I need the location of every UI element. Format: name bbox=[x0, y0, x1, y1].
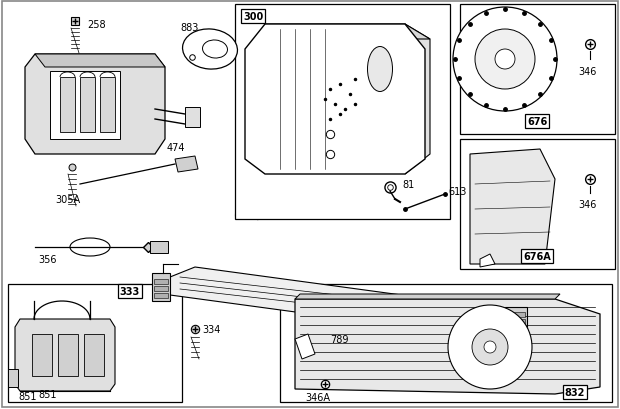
Circle shape bbox=[448, 305, 532, 389]
Ellipse shape bbox=[182, 30, 237, 70]
Ellipse shape bbox=[70, 238, 110, 256]
Polygon shape bbox=[185, 108, 200, 128]
Bar bbox=[507, 312, 525, 317]
Polygon shape bbox=[265, 25, 430, 40]
Text: 474: 474 bbox=[167, 143, 185, 153]
Circle shape bbox=[495, 50, 515, 70]
Text: 346A: 346A bbox=[305, 392, 330, 402]
Polygon shape bbox=[470, 150, 555, 264]
Text: 883: 883 bbox=[180, 23, 198, 33]
Bar bbox=[150, 241, 168, 254]
Text: 676A: 676A bbox=[523, 252, 551, 261]
Bar bbox=[60, 78, 75, 133]
Polygon shape bbox=[245, 25, 425, 175]
Polygon shape bbox=[295, 299, 600, 394]
Text: 613: 613 bbox=[448, 187, 466, 196]
Bar bbox=[32, 334, 52, 376]
Bar bbox=[460, 139, 615, 270]
Circle shape bbox=[484, 341, 496, 353]
Bar bbox=[80, 78, 95, 133]
Text: 346: 346 bbox=[578, 67, 596, 77]
Text: eReplacementParts.com: eReplacementParts.com bbox=[234, 208, 386, 221]
Ellipse shape bbox=[203, 41, 228, 59]
Text: 334: 334 bbox=[202, 324, 220, 334]
Bar bbox=[505, 307, 527, 335]
Polygon shape bbox=[480, 254, 495, 267]
Text: 789: 789 bbox=[330, 334, 348, 344]
Bar bbox=[8, 369, 18, 387]
Polygon shape bbox=[405, 25, 430, 175]
Bar bbox=[154, 293, 168, 298]
Bar bbox=[507, 326, 525, 331]
Bar bbox=[152, 273, 170, 301]
Polygon shape bbox=[165, 267, 510, 337]
Ellipse shape bbox=[368, 47, 392, 92]
Text: 81: 81 bbox=[402, 180, 414, 189]
Bar bbox=[154, 286, 168, 291]
Bar bbox=[58, 334, 78, 376]
Bar bbox=[8, 284, 182, 402]
Text: 356: 356 bbox=[38, 254, 56, 264]
Bar bbox=[280, 284, 612, 402]
Text: 832: 832 bbox=[565, 387, 585, 397]
Polygon shape bbox=[35, 55, 165, 68]
Circle shape bbox=[453, 8, 557, 112]
Text: 258: 258 bbox=[87, 20, 105, 30]
Polygon shape bbox=[295, 334, 315, 359]
Circle shape bbox=[472, 329, 508, 365]
Polygon shape bbox=[25, 55, 165, 155]
Bar bbox=[50, 72, 120, 139]
Polygon shape bbox=[175, 157, 198, 173]
Text: 300: 300 bbox=[243, 12, 263, 22]
Text: 851: 851 bbox=[18, 391, 37, 401]
Text: 305A: 305A bbox=[55, 195, 80, 204]
Bar bbox=[154, 279, 168, 284]
Text: 333: 333 bbox=[120, 286, 140, 296]
Bar bbox=[460, 5, 615, 135]
Text: 676: 676 bbox=[527, 117, 547, 127]
Bar bbox=[100, 78, 115, 133]
Circle shape bbox=[475, 30, 535, 90]
Polygon shape bbox=[295, 294, 560, 299]
Bar bbox=[84, 334, 104, 376]
Text: 851: 851 bbox=[38, 389, 56, 399]
Bar bbox=[235, 5, 450, 220]
Polygon shape bbox=[15, 319, 115, 391]
Text: 346: 346 bbox=[578, 200, 596, 209]
Bar bbox=[507, 319, 525, 324]
